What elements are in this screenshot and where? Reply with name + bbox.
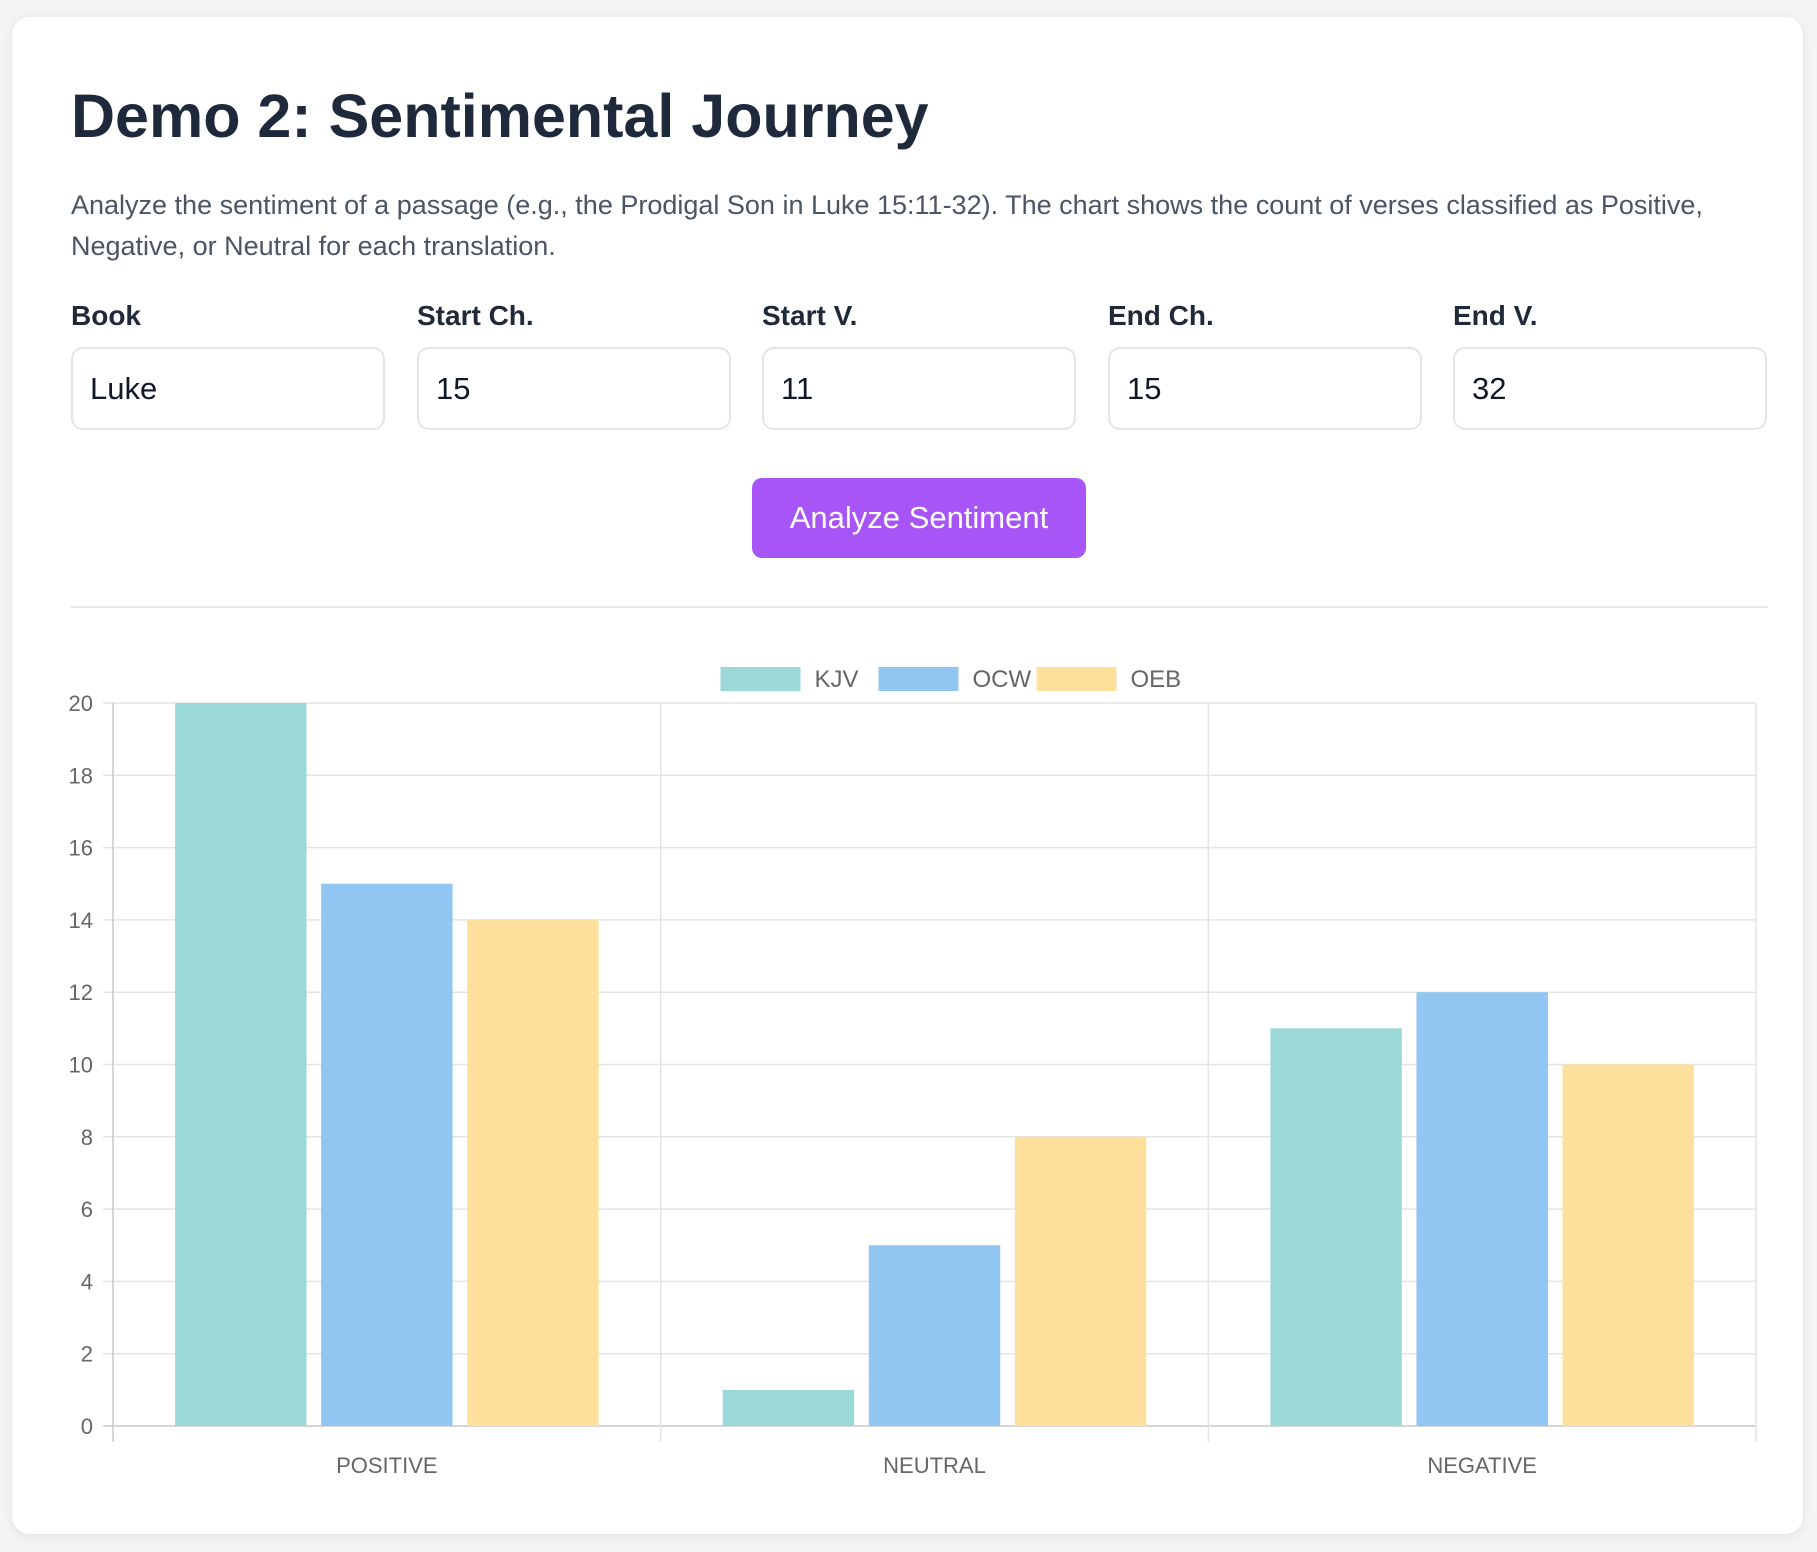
legend-swatch-kjv	[720, 667, 801, 691]
bar-kjv-positive	[175, 703, 307, 1426]
book-input[interactable]	[71, 347, 385, 430]
y-tick-label: 20	[69, 691, 93, 716]
start-verse-input[interactable]	[762, 347, 1076, 430]
bar-ocw-positive	[321, 883, 453, 1426]
start-chapter-label: Start Ch.	[417, 300, 534, 331]
end-chapter-field: End Ch.	[1108, 300, 1422, 430]
bar-kjv-neutral	[722, 1389, 855, 1426]
bar-kjv-negative	[1270, 1028, 1402, 1426]
y-tick-label: 6	[81, 1197, 93, 1222]
start-chapter-field: Start Ch.	[417, 300, 731, 430]
y-tick-label: 8	[81, 1125, 93, 1150]
book-field: Book	[71, 300, 385, 430]
end-verse-label: End V.	[1453, 300, 1538, 331]
bar-oeb-positive	[467, 919, 599, 1426]
bar-ocw-neutral	[868, 1245, 1001, 1426]
y-tick-label: 4	[81, 1269, 93, 1294]
analyze-sentiment-button[interactable]: Analyze Sentiment	[752, 478, 1086, 558]
y-tick-label: 12	[69, 980, 93, 1005]
y-tick-label: 10	[69, 1053, 93, 1078]
legend-label-kjv: KJV	[815, 666, 859, 693]
section-divider	[71, 606, 1768, 608]
start-verse-field: Start V.	[762, 300, 1076, 430]
y-tick-label: 0	[81, 1414, 93, 1439]
bar-oeb-negative	[1562, 1064, 1694, 1426]
start-verse-label: Start V.	[762, 300, 858, 331]
legend-label-ocw: OCW	[973, 666, 1032, 693]
end-chapter-label: End Ch.	[1108, 300, 1214, 331]
y-tick-label: 14	[69, 908, 93, 933]
y-tick-label: 2	[81, 1342, 93, 1367]
legend-swatch-ocw	[878, 667, 959, 691]
book-label: Book	[71, 300, 141, 331]
x-tick-label: NEUTRAL	[883, 1453, 986, 1478]
start-chapter-input[interactable]	[417, 347, 731, 430]
legend-swatch-oeb	[1036, 667, 1117, 691]
page-title: Demo 2: Sentimental Journey	[71, 82, 929, 150]
sentiment-bar-chart: 0 2 4 6 8 10 12 14 16 18 20 POSITIVE NEUTRAL NEGATIVE…	[69, 666, 1757, 1478]
end-verse-input[interactable]	[1453, 347, 1767, 430]
bar-oeb-neutral	[1014, 1136, 1147, 1426]
x-tick-label: POSITIVE	[336, 1453, 437, 1478]
end-chapter-input[interactable]	[1108, 347, 1422, 430]
page-description: Analyze the sentiment of a passage (e.g.…	[71, 190, 1703, 261]
demo-card: Demo 2: Sentimental Journey Analyze the …	[12, 17, 1803, 1534]
bar-ocw-negative	[1416, 992, 1548, 1426]
legend-label-oeb: OEB	[1131, 666, 1182, 693]
end-verse-field: End V.	[1453, 300, 1767, 430]
y-tick-label: 18	[69, 763, 93, 788]
x-tick-label: NEGATIVE	[1427, 1453, 1537, 1478]
y-tick-label: 16	[69, 836, 93, 861]
